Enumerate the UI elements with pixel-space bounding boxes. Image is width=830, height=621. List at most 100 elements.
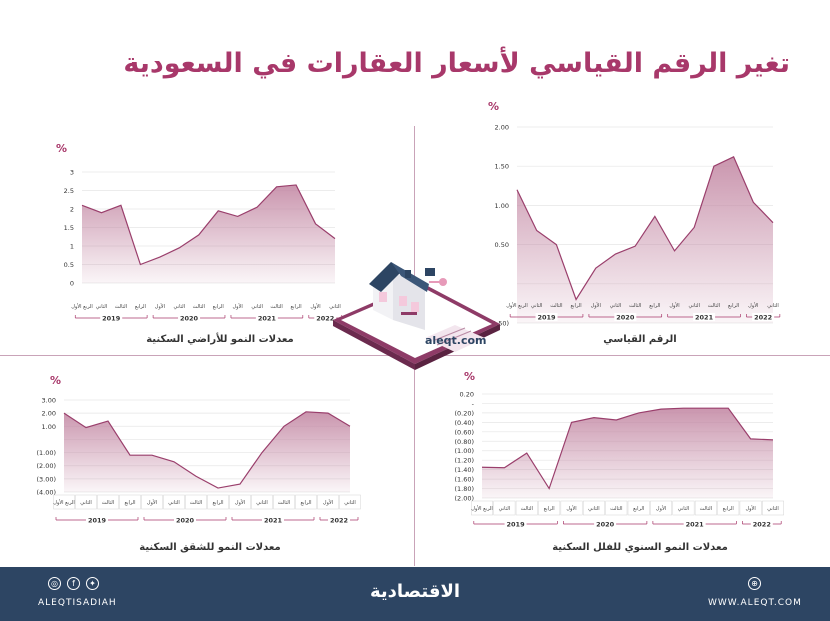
category-box bbox=[538, 500, 561, 516]
y-tick-label: (3.00) bbox=[36, 475, 56, 483]
year-label-bg bbox=[174, 516, 196, 524]
villa-growth-chart: % 0.20-(0.20) (0.40)(0.60) (0.80)(1.00) (1.2… bbox=[454, 370, 784, 529]
y-tick-label: (2.00) bbox=[454, 495, 474, 503]
category-label: الأول bbox=[566, 505, 576, 512]
page-title: تغير الرقم القياسي لأسعار العقارات في ال… bbox=[123, 48, 790, 79]
y-tick-label: 0.5 bbox=[64, 261, 74, 269]
year-label: 2022 bbox=[754, 314, 772, 322]
series-line bbox=[481, 407, 774, 490]
year-label: 2022 bbox=[753, 521, 771, 529]
web-icon[interactable]: ⊕ bbox=[748, 577, 761, 590]
category-box bbox=[97, 494, 119, 510]
series-area bbox=[517, 156, 773, 323]
category-label: الرابع bbox=[571, 303, 582, 309]
series-line bbox=[516, 155, 774, 301]
unit-label: % bbox=[488, 100, 499, 113]
category-label: الرابع bbox=[544, 506, 555, 512]
year-label-bg bbox=[100, 314, 123, 322]
year-label-bg bbox=[752, 313, 775, 321]
category-label: الثاني bbox=[610, 303, 622, 309]
unit-label: % bbox=[464, 370, 475, 383]
y-tick-label: (2.00) bbox=[36, 462, 56, 470]
category-label: الثاني bbox=[174, 304, 186, 310]
category-label: الثاني bbox=[678, 506, 690, 512]
category-label: الربع الأول bbox=[53, 499, 75, 506]
series-area bbox=[82, 184, 335, 283]
category-box bbox=[251, 494, 273, 510]
y-tick-label: (0.20) bbox=[454, 409, 474, 417]
year-label-bg bbox=[262, 516, 284, 524]
category-label: الأول bbox=[591, 302, 601, 309]
category-label: الرابع bbox=[212, 500, 223, 506]
y-tick-label: (1.80) bbox=[454, 485, 474, 493]
category-box bbox=[53, 494, 75, 510]
brand-logo: الاقتصادية bbox=[369, 581, 461, 602]
category-label: الثالث bbox=[610, 506, 622, 512]
social-handle[interactable]: ALEQTISADIAH bbox=[38, 598, 117, 608]
category-label: الثاني bbox=[344, 500, 356, 506]
category-box bbox=[560, 500, 583, 516]
category-box bbox=[163, 494, 185, 510]
category-label: الأول bbox=[310, 303, 320, 310]
facebook-icon[interactable]: f bbox=[67, 577, 80, 590]
category-label: الثالث bbox=[700, 506, 712, 512]
category-label: الأول bbox=[323, 499, 333, 506]
twitter-icon[interactable]: ✦ bbox=[86, 577, 99, 590]
category-label: الثاني bbox=[688, 303, 700, 309]
year-label-bg bbox=[693, 313, 716, 321]
year-label: 2020 bbox=[180, 315, 199, 323]
website-link[interactable]: WWW.ALEQT.COM bbox=[708, 598, 802, 608]
category-label: الثاني bbox=[531, 303, 543, 309]
year-label-bg bbox=[86, 516, 108, 524]
year-label-bg bbox=[178, 314, 201, 322]
category-label: الثالث bbox=[115, 304, 127, 310]
y-tick-label: 2.00 bbox=[495, 124, 509, 132]
instagram-icon[interactable]: ◎ bbox=[48, 577, 61, 590]
y-tick-label: (1.40) bbox=[454, 466, 474, 474]
category-label: الربع الأول bbox=[71, 303, 93, 310]
category-box bbox=[273, 494, 295, 510]
y-tick-label: 2 bbox=[70, 206, 74, 214]
apartment-growth-chart-caption: معدلات النمو للشقق السكنية bbox=[139, 542, 281, 553]
year-label-bg bbox=[504, 520, 527, 528]
category-label: الربع الأول bbox=[471, 505, 493, 512]
category-box bbox=[141, 494, 163, 510]
year-label-bg bbox=[750, 520, 773, 528]
y-tick-label: (0.50) bbox=[489, 320, 509, 328]
category-label: الثاني bbox=[251, 304, 263, 310]
year-label-bg bbox=[683, 520, 706, 528]
category-box bbox=[694, 500, 717, 516]
category-label: الأول bbox=[669, 302, 679, 309]
category-label: الثاني bbox=[329, 304, 341, 310]
category-label: الثاني bbox=[499, 506, 511, 512]
category-label: الأول bbox=[235, 499, 245, 506]
unit-label: % bbox=[56, 142, 67, 155]
year-label: 2021 bbox=[695, 314, 714, 322]
category-label: الثاني bbox=[80, 500, 92, 506]
year-label-bg bbox=[535, 313, 558, 321]
category-box bbox=[295, 494, 317, 510]
category-label: الثالث bbox=[550, 303, 562, 309]
year-label: 2020 bbox=[596, 521, 615, 529]
category-box bbox=[119, 494, 141, 510]
year-label-bg bbox=[328, 516, 350, 524]
category-label: الرابع bbox=[300, 500, 311, 506]
year-label: 2021 bbox=[264, 517, 283, 525]
category-box bbox=[717, 500, 740, 516]
year-label-bg bbox=[255, 314, 278, 322]
category-box bbox=[471, 500, 493, 516]
y-tick-label: (1.20) bbox=[454, 457, 474, 465]
category-label: الأول bbox=[745, 505, 755, 512]
y-tick-label: 1.00 bbox=[42, 423, 56, 431]
category-label: الربع الأول bbox=[506, 302, 528, 309]
y-tick-label: 3.00 bbox=[42, 397, 56, 405]
category-label: الثالث bbox=[521, 506, 533, 512]
series-area bbox=[482, 408, 773, 498]
category-box bbox=[605, 500, 628, 516]
category-label: الرابع bbox=[728, 303, 739, 309]
category-label: الرابع bbox=[633, 506, 644, 512]
y-tick-label: 0.50 bbox=[495, 241, 509, 249]
category-box bbox=[317, 494, 339, 510]
category-box bbox=[207, 494, 229, 510]
category-label: الرابع bbox=[649, 303, 660, 309]
